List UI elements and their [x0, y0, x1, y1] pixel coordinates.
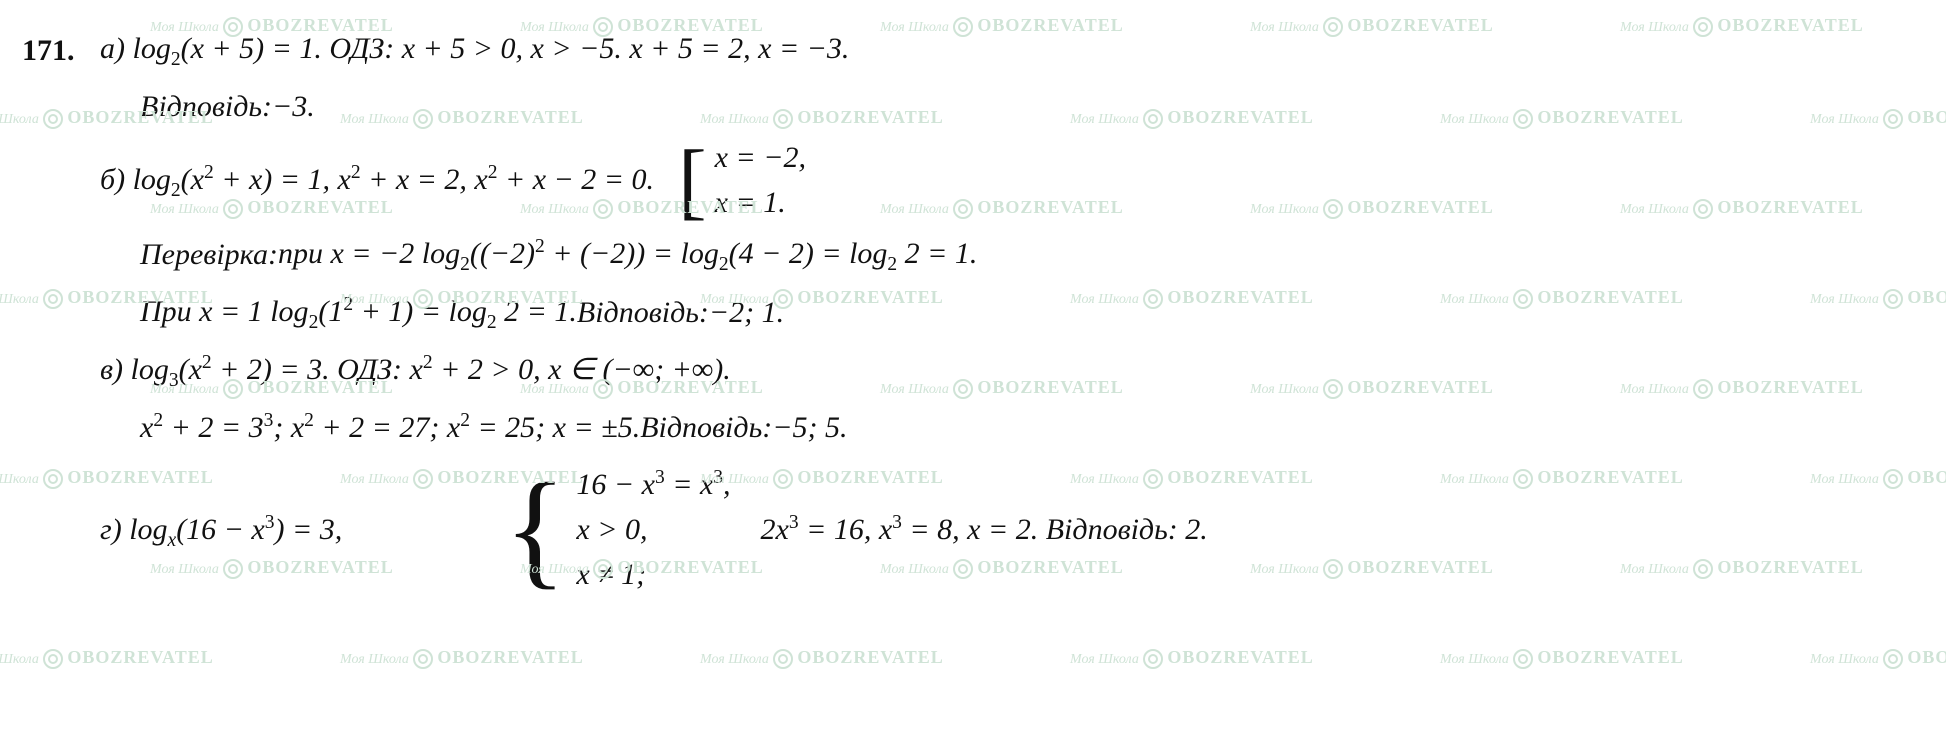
case-3: x ≠ 1; — [576, 552, 730, 597]
page: Моя Школа OBOZREVATELМоя Школа OBOZREVAT… — [0, 0, 1946, 617]
problem-number: 171. — [22, 22, 75, 79]
answer-a: Відповідь: −3. — [100, 78, 1906, 135]
answer-value: −2; 1. — [709, 284, 784, 341]
text-left: г) logx(16 − x3) = 3, — [100, 501, 480, 559]
line-a: а) log2(x + 5) = 1. ОДЗ: x + 5 > 0, x > … — [100, 20, 1906, 78]
check-label: Перевірка: — [140, 226, 278, 283]
answer-value: −5; 5. — [772, 399, 847, 456]
watermark-item: Моя Школа OBOZREVATEL — [340, 640, 584, 674]
check-line-2: При x = 1 log2(12 + 1) = log2 2 = 1. Від… — [100, 283, 1906, 341]
left-curly-bracket-icon: { — [504, 474, 566, 585]
answer-label: Відповідь: — [577, 284, 709, 341]
cases-bracket: [ x = −2, x = 1. — [678, 135, 806, 225]
text: в) log3(x2 + 2) = 3. ОДЗ: x2 + 2 > 0, x … — [100, 341, 731, 399]
watermark-item: Моя Школа OBOZREVATEL — [0, 640, 214, 674]
text-right: 2x3 = 16, x3 = 8, x = 2. Відповідь: 2. — [761, 501, 1208, 558]
answer-label: Відповідь: — [1046, 513, 1178, 546]
answer-label: Відповідь: — [140, 78, 272, 135]
left-square-bracket-icon: [ — [678, 146, 707, 215]
text: x2 + 2 = 33; x2 + 2 = 27; x2 = 25; x = ±… — [140, 399, 640, 456]
watermark-item: Моя Школа OBOZREVATEL — [700, 640, 944, 674]
text: при x = −2 log2((−2)2 + (−2)) = log2(4 −… — [278, 225, 977, 283]
cases-bracket: { 16 − x3 = x3, x > 0, x ≠ 1; — [504, 462, 731, 597]
line-b: б) log2(x2 + x) = 1, x2 + x = 2, x2 + x … — [100, 135, 1906, 225]
case-1: 16 − x3 = x3, — [576, 462, 730, 507]
text: б) log2(x2 + x) = 1, x2 + x = 2, x2 + x … — [100, 151, 654, 209]
case-2: x > 0, — [576, 507, 730, 552]
case-1: x = −2, — [715, 135, 806, 180]
text: а) log2(x + 5) = 1. ОДЗ: x + 5 > 0, x > … — [100, 20, 849, 78]
answer-value: 2. — [1185, 513, 1208, 546]
watermark-item: Моя Школа OBOZREVATEL — [1440, 640, 1684, 674]
case-2: x = 1. — [715, 180, 806, 225]
text: При x = 1 log2(12 + 1) = log2 2 = 1. — [140, 283, 577, 341]
line-c: в) log3(x2 + 2) = 3. ОДЗ: x2 + 2 > 0, x … — [100, 341, 1906, 399]
line-c2: x2 + 2 = 33; x2 + 2 = 27; x2 = 25; x = ±… — [100, 399, 1906, 456]
answer-value: −3. — [272, 78, 315, 135]
line-g: г) logx(16 − x3) = 3, { 16 − x3 = x3, x … — [100, 462, 1906, 597]
cases: 16 − x3 = x3, x > 0, x ≠ 1; — [576, 462, 730, 597]
watermark-item: Моя Школа OBOZREVATEL — [1810, 640, 1946, 674]
check-line-1: Перевірка: при x = −2 log2((−2)2 + (−2))… — [100, 225, 1906, 283]
cases: x = −2, x = 1. — [715, 135, 806, 225]
answer-label: Відповідь: — [640, 399, 772, 456]
watermark-item: Моя Школа OBOZREVATEL — [1070, 640, 1314, 674]
